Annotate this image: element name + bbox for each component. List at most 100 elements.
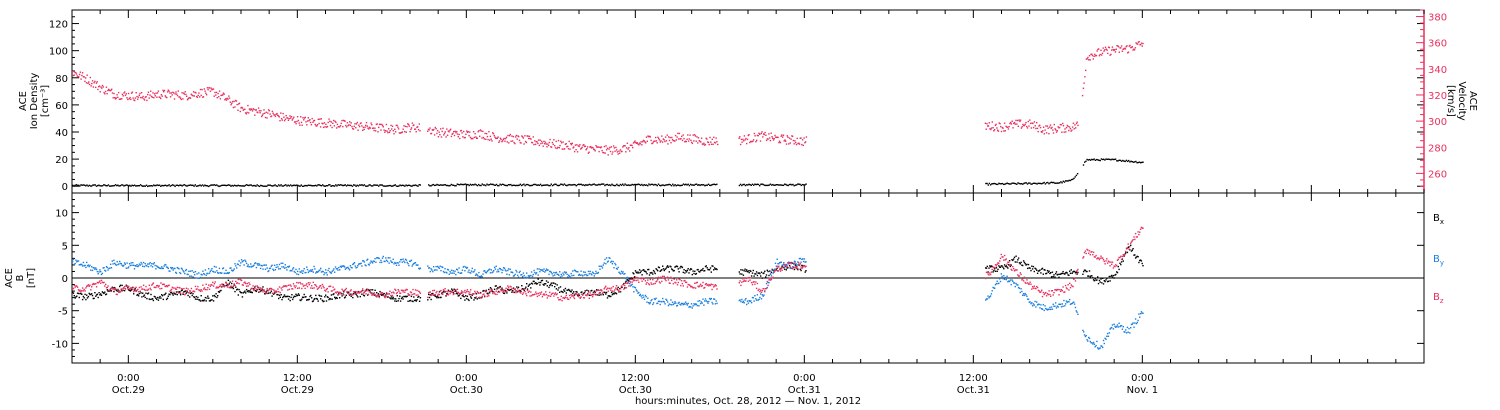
data-point-by	[190, 275, 193, 277]
data-point-density	[1087, 159, 1089, 161]
data-point-by	[127, 267, 129, 269]
data-point-bz	[125, 285, 127, 288]
data-point-bz	[331, 290, 333, 292]
data-point-velocity	[450, 135, 453, 138]
data-point-bx	[741, 269, 744, 271]
data-point-bz	[263, 289, 265, 291]
data-point-density	[274, 184, 276, 186]
data-point-by	[273, 269, 275, 272]
data-point-velocity	[538, 144, 541, 147]
data-point-density	[686, 184, 688, 186]
data-point-bx	[470, 296, 472, 298]
data-point-velocity	[124, 94, 127, 97]
data-point-velocity	[129, 96, 131, 99]
data-point-by	[607, 260, 609, 262]
data-point-velocity	[769, 139, 772, 142]
data-point-velocity	[392, 130, 394, 132]
data-point-velocity	[295, 123, 297, 125]
data-point-by	[571, 274, 573, 277]
data-point-velocity	[1104, 46, 1107, 48]
data-point-bx	[286, 295, 288, 298]
data-point-by	[167, 267, 169, 270]
data-point-by	[117, 263, 119, 266]
data-point-velocity	[275, 113, 277, 116]
data-point-by	[301, 270, 303, 272]
data-point-by	[748, 300, 750, 302]
data-point-velocity	[738, 137, 740, 139]
data-point-density	[1036, 183, 1038, 185]
data-point-density	[217, 185, 219, 187]
data-point-bx	[367, 294, 369, 296]
data-point-velocity	[748, 134, 750, 136]
data-point-bz	[303, 284, 305, 287]
data-point-bx	[195, 295, 197, 298]
data-point-bx	[563, 290, 566, 292]
data-point-bz	[283, 285, 286, 287]
data-point-bz	[219, 284, 221, 286]
data-point-bx	[301, 296, 304, 298]
data-point-bx	[1030, 269, 1032, 272]
data-point-by	[677, 302, 679, 304]
data-point-by	[73, 263, 75, 266]
data-point-velocity	[1112, 48, 1114, 51]
data-point-bz	[406, 289, 408, 291]
data-point-by	[154, 264, 156, 267]
data-point-density	[597, 184, 599, 186]
data-point-by	[643, 296, 645, 298]
data-point-density	[650, 183, 652, 186]
data-point-bz	[136, 289, 138, 291]
data-point-bz	[633, 279, 636, 281]
data-point-velocity	[1077, 124, 1079, 127]
data-point-by	[715, 300, 717, 302]
data-point-bx	[192, 293, 194, 295]
data-point-velocity	[231, 102, 233, 104]
data-point-by	[683, 302, 685, 305]
data-point-by	[187, 273, 189, 276]
data-point-density	[262, 185, 264, 187]
data-point-bx	[685, 270, 687, 272]
data-point-bz	[121, 290, 123, 292]
data-point-by	[634, 287, 637, 289]
data-point-bz	[461, 291, 464, 293]
data-point-density	[988, 182, 991, 185]
data-point-velocity	[146, 99, 148, 102]
data-point-bx	[123, 290, 126, 292]
data-point-by	[1106, 335, 1108, 337]
data-point-bx	[643, 269, 645, 271]
data-point-density	[1116, 160, 1118, 162]
data-point-velocity	[130, 92, 133, 94]
data-point-velocity	[994, 124, 997, 127]
data-point-bx	[519, 289, 521, 292]
data-point-velocity	[181, 92, 183, 94]
data-point-density	[500, 184, 502, 186]
data-point-velocity	[1101, 52, 1104, 54]
data-point-velocity	[375, 130, 377, 132]
data-point-by	[1053, 305, 1055, 307]
data-point-velocity	[754, 135, 756, 137]
data-point-by	[568, 275, 571, 277]
data-point-by	[985, 298, 988, 300]
data-point-density	[764, 184, 767, 187]
data-point-by	[392, 258, 394, 260]
data-point-bx	[536, 282, 539, 285]
data-point-by	[1084, 335, 1087, 338]
data-point-by	[675, 302, 677, 304]
data-point-bz	[221, 283, 223, 285]
data-point-bz	[114, 289, 116, 291]
data-point-density	[659, 184, 661, 187]
data-point-bx	[131, 288, 133, 291]
data-point-velocity	[492, 132, 494, 134]
data-point-velocity	[595, 145, 597, 147]
data-point-bz	[245, 282, 247, 285]
data-point-bx	[651, 271, 653, 274]
data-point-velocity	[768, 133, 770, 135]
data-point-by	[572, 270, 574, 272]
data-point-bx	[1116, 271, 1119, 274]
data-point-bx	[685, 271, 688, 273]
data-point-velocity	[241, 107, 244, 109]
data-point-by	[468, 269, 470, 271]
data-point-bz	[389, 290, 391, 292]
data-point-bx	[989, 266, 992, 268]
data-point-density	[138, 185, 141, 187]
data-point-density	[525, 183, 527, 186]
